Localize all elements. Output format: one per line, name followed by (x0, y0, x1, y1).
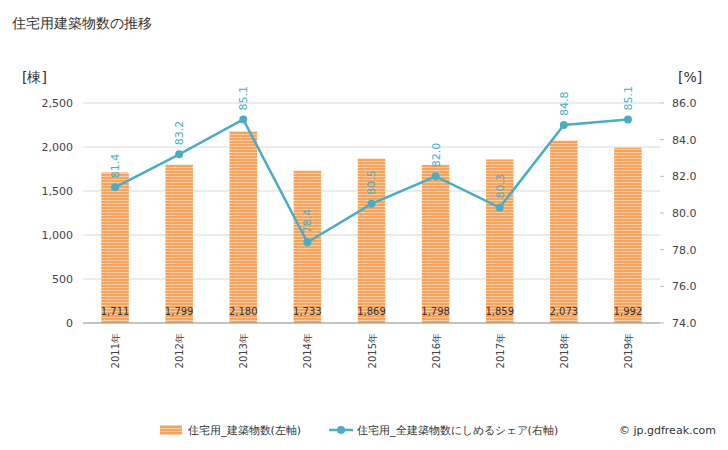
point-label: 78.4 (301, 209, 314, 234)
legend-label: 住宅用_全建築物数にしめるシェア(右軸) (357, 424, 558, 437)
point-label: 80.5 (366, 170, 379, 195)
bar (486, 159, 514, 323)
y2-tick (660, 103, 664, 104)
marks (101, 116, 641, 324)
x-tick-label: 2015年 (367, 333, 378, 368)
point-label: 83.2 (173, 121, 186, 146)
x-tick-label: 2013年 (238, 333, 249, 368)
x-tick-label: 2011年 (110, 333, 121, 368)
y2-tick-label: 82.0 (672, 170, 697, 183)
y2-tick (660, 286, 664, 287)
bar (229, 131, 257, 323)
bar-label: 1,992 (614, 306, 643, 317)
bar-label: 1,799 (165, 306, 194, 317)
x-tick-label: 2018年 (559, 333, 570, 368)
y2-tick (660, 176, 664, 177)
y2-tick (660, 213, 664, 214)
bar-label: 1,869 (357, 306, 386, 317)
bar-label: 2,073 (550, 306, 579, 317)
bar (422, 165, 450, 323)
point-label: 80.3 (494, 174, 507, 199)
x-axis (83, 323, 660, 324)
y2-tick (660, 249, 664, 250)
y2-tick-label: 86.0 (672, 97, 697, 110)
x-tick-label: 2012年 (174, 333, 185, 368)
y2-tick (660, 139, 664, 140)
y-tick-label: 1,500 (42, 185, 74, 198)
point (111, 183, 119, 191)
bar-label: 1,733 (293, 306, 322, 317)
point (175, 150, 183, 158)
bar-label: 1,798 (421, 306, 450, 317)
grid-line (83, 103, 660, 104)
y-tick-label: 0 (66, 317, 73, 330)
point (432, 172, 440, 180)
y-tick-label: 500 (52, 273, 73, 286)
grid-line (83, 323, 660, 324)
y2-tick-label: 84.0 (672, 134, 697, 147)
legend-swatch (160, 425, 182, 435)
line (115, 120, 628, 243)
y-axis-label: [棟] (22, 69, 47, 85)
y-tick-label: 2,500 (42, 97, 74, 110)
bar-label: 1,859 (485, 306, 514, 317)
point-label: 85.1 (237, 86, 250, 111)
y-tick-label: 1,000 (42, 229, 74, 242)
legend-label: 住宅用_建築物数(左軸) (188, 424, 301, 437)
point-label: 84.8 (558, 92, 571, 117)
bar-label: 2,180 (229, 306, 258, 317)
point-label: 81.4 (109, 154, 122, 179)
bar (165, 165, 193, 323)
point (239, 116, 247, 124)
point (368, 200, 376, 208)
bar (614, 148, 642, 323)
bar (550, 141, 578, 323)
chart: 住宅用建築物数の推移 [棟] [%] 0 500 1,000 1,500 2,000 2,500… (0, 0, 728, 450)
y2-tick-label: 78.0 (672, 244, 697, 257)
y2-tick-label: 74.0 (672, 317, 697, 330)
title: 住宅用建築物数の推移 (11, 15, 152, 31)
point-label: 85.1 (622, 86, 635, 111)
y2-tick-label: 80.0 (672, 207, 697, 220)
y2-axis-label: [%] (678, 69, 702, 85)
bar (358, 159, 386, 323)
labels: 1,711 1,799 2,180 1,733 1,869 1,798 1,859 2,073… (101, 86, 643, 317)
legend: 住宅用_建築物数(左軸) 住宅用_全建築物数にしめるシェア(右軸) (160, 424, 558, 437)
x-tick-label: 2016年 (431, 333, 442, 368)
x-tick-label: 2017年 (495, 333, 506, 368)
y2-tick-label: 76.0 (672, 280, 697, 293)
point (624, 116, 632, 124)
x-tick-label: 2019年 (623, 333, 634, 368)
point (303, 238, 311, 246)
y-tick-label: 2,000 (42, 141, 74, 154)
point (496, 204, 504, 212)
point-label: 82.0 (430, 143, 443, 168)
y2-tick (660, 323, 664, 324)
credit: © jp.gdfreak.com (619, 424, 716, 437)
bar (294, 170, 322, 323)
legend-marker (337, 426, 345, 434)
point (560, 121, 568, 129)
x-tick-label: 2014年 (302, 333, 313, 368)
bar (101, 172, 129, 323)
bar-label: 1,711 (101, 306, 130, 317)
